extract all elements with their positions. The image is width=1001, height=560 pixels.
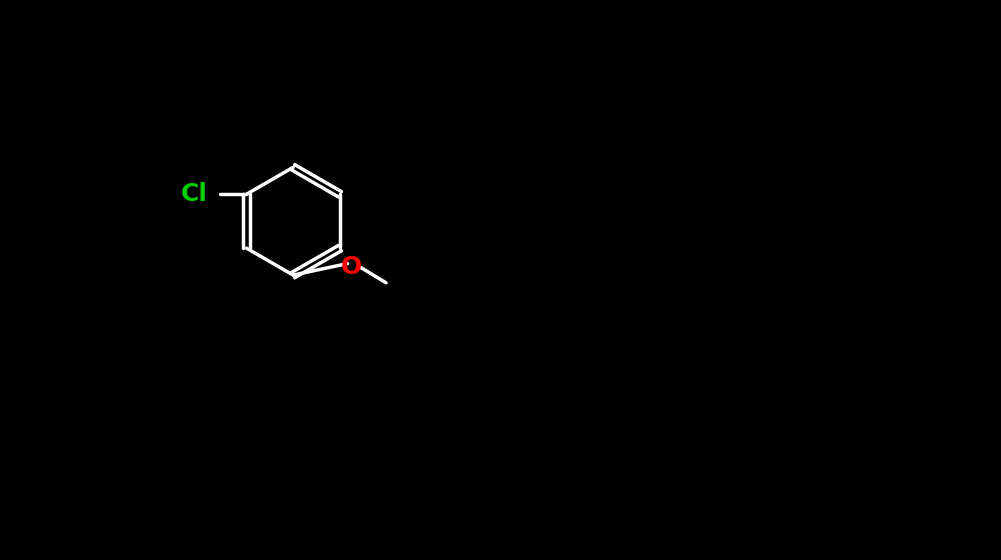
- Text: Cl: Cl: [181, 182, 208, 206]
- Text: O: O: [340, 255, 362, 279]
